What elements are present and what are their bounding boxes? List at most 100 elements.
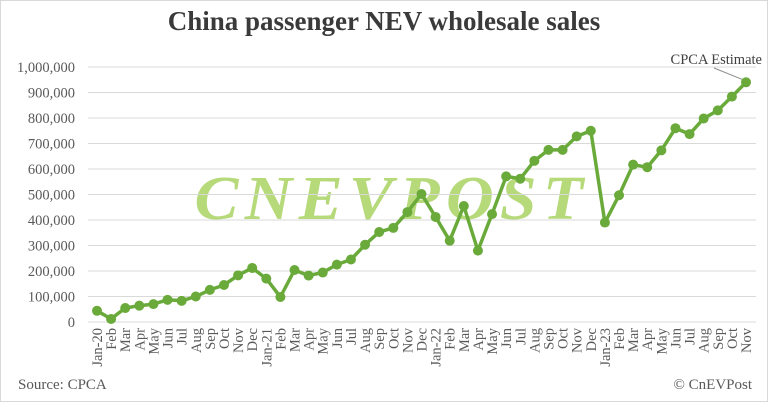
data-point [106, 313, 117, 324]
x-tick-label: Jul [344, 328, 360, 345]
x-tick-label: Jun [668, 327, 684, 348]
y-tick-label: 400,000 [28, 213, 75, 229]
data-point [233, 270, 244, 281]
y-tick-label: 900,000 [28, 86, 75, 102]
data-point [162, 294, 173, 305]
x-tick-label: May [485, 327, 501, 354]
y-tick-label: 500,000 [28, 188, 75, 204]
annotation-text: CPCA Estimate [671, 52, 762, 68]
x-tick-label: Nov [400, 327, 416, 353]
data-point [374, 226, 385, 237]
x-tick-label: Jan-23 [598, 328, 614, 367]
data-point [345, 254, 356, 265]
data-point [134, 300, 145, 311]
data-point [628, 159, 639, 170]
data-point [388, 222, 399, 233]
data-point [275, 292, 286, 303]
y-tick-label: 1,000,000 [17, 60, 75, 76]
y-tick-label: 800,000 [28, 111, 75, 127]
y-tick-label: 100,000 [28, 290, 75, 306]
data-point [204, 284, 215, 295]
data-point [501, 171, 512, 182]
source-label: Source: CPCA [18, 377, 107, 393]
x-tick-label: Dec [415, 328, 431, 351]
data-point [247, 262, 258, 273]
x-tick-label: Jan-21 [259, 328, 275, 367]
y-axis-ticks: 0 100,000 200,000 300,000 400,000 500,000 600,… [17, 60, 75, 331]
x-tick-label: Jul [683, 328, 699, 345]
data-point [684, 129, 695, 140]
x-tick-label: Oct [386, 328, 402, 349]
x-tick-label: Jun [330, 327, 346, 348]
data-point [712, 105, 723, 116]
data-point [402, 207, 413, 218]
x-tick-label: Nov [739, 327, 755, 353]
x-tick-label: Feb [612, 328, 628, 350]
data-point [741, 77, 751, 88]
x-tick-label: Nov [231, 327, 247, 353]
data-point [430, 211, 441, 222]
x-tick-label: Jun [499, 327, 515, 348]
x-tick-label: Mar [288, 328, 304, 352]
data-point [543, 144, 554, 155]
data-point [529, 155, 540, 166]
x-tick-label: Sep [711, 328, 727, 350]
x-tick-label: Aug [189, 328, 205, 353]
data-point [698, 113, 709, 124]
data-point [557, 144, 568, 155]
data-point [515, 173, 526, 184]
x-tick-label: Apr [132, 328, 148, 351]
x-tick-label: Oct [725, 328, 741, 349]
data-point [190, 291, 201, 302]
data-point [585, 125, 596, 136]
y-tick-label: 700,000 [28, 137, 75, 153]
y-tick-label: 200,000 [28, 264, 75, 280]
x-tick-label: Mar [626, 328, 642, 352]
x-tick-label: Sep [372, 328, 388, 350]
x-tick-label: Aug [527, 328, 543, 353]
x-tick-label: Aug [697, 328, 713, 353]
copyright-label: © CnEVPost [673, 377, 753, 393]
watermark: CNEVPOST [195, 165, 584, 233]
x-tick-label: May [316, 327, 332, 354]
data-point [148, 299, 159, 310]
x-tick-label: Jan-20 [90, 328, 106, 367]
x-tick-label: Nov [570, 327, 586, 353]
x-tick-label: Sep [541, 328, 557, 350]
x-tick-label: Apr [640, 328, 656, 351]
data-point [656, 145, 667, 156]
x-tick-label: Feb [104, 328, 120, 350]
data-point [571, 131, 582, 142]
data-point [614, 190, 625, 201]
x-tick-label: Jul [513, 328, 529, 345]
data-point [261, 273, 272, 284]
data-point [599, 217, 610, 228]
data-point [317, 267, 328, 278]
data-point [289, 264, 300, 275]
data-point [726, 91, 737, 102]
x-tick-label: May [654, 327, 670, 354]
x-tick-label: May [146, 327, 162, 354]
y-tick-label: 600,000 [28, 162, 75, 178]
data-point [642, 162, 653, 173]
x-tick-label: Jul [175, 328, 191, 345]
data-point [120, 302, 131, 313]
y-tick-label: 0 [68, 315, 75, 331]
x-tick-label: Apr [471, 328, 487, 351]
cpca-estimate-annotation: CPCA Estimate [671, 52, 762, 80]
x-tick-label: Sep [203, 328, 219, 350]
data-point [416, 188, 427, 199]
x-tick-label: Feb [443, 328, 459, 350]
chart-title: China passenger NEV wholesale sales [167, 6, 601, 36]
data-point [444, 235, 455, 246]
x-tick-label: Oct [217, 328, 233, 349]
data-series [92, 77, 751, 324]
data-point [487, 209, 498, 220]
data-point [331, 259, 342, 270]
data-point [670, 123, 681, 134]
x-tick-label: Dec [245, 328, 261, 351]
x-tick-label: Jun [161, 327, 177, 348]
annotation-leader-line [713, 67, 743, 80]
data-point [176, 295, 187, 306]
